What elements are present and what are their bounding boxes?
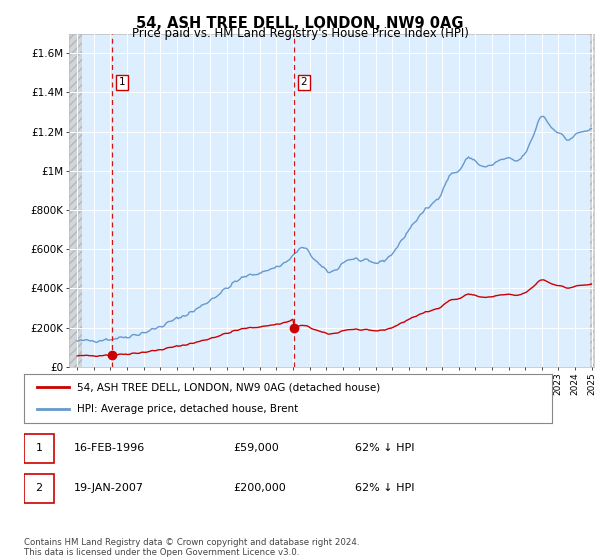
Text: 19-JAN-2007: 19-JAN-2007 [74, 483, 143, 493]
Bar [590, 34, 598, 367]
Text: 2: 2 [35, 483, 43, 493]
Text: £200,000: £200,000 [234, 483, 287, 493]
FancyBboxPatch shape [24, 474, 55, 502]
Text: HPI: Average price, detached house, Brent: HPI: Average price, detached house, Bren… [77, 404, 298, 414]
Text: 62% ↓ HPI: 62% ↓ HPI [355, 443, 415, 453]
Text: 54, ASH TREE DELL, LONDON, NW9 0AG (detached house): 54, ASH TREE DELL, LONDON, NW9 0AG (deta… [77, 382, 380, 393]
Bar [69, 34, 82, 367]
Text: 1: 1 [35, 443, 43, 453]
Text: £59,000: £59,000 [234, 443, 280, 453]
Text: 1: 1 [119, 77, 126, 87]
Text: Price paid vs. HM Land Registry's House Price Index (HPI): Price paid vs. HM Land Registry's House … [131, 27, 469, 40]
Text: Contains HM Land Registry data © Crown copyright and database right 2024.
This d: Contains HM Land Registry data © Crown c… [24, 538, 359, 557]
Text: 62% ↓ HPI: 62% ↓ HPI [355, 483, 415, 493]
Text: 54, ASH TREE DELL, LONDON, NW9 0AG: 54, ASH TREE DELL, LONDON, NW9 0AG [136, 16, 464, 31]
FancyBboxPatch shape [24, 433, 55, 463]
Text: 2: 2 [301, 77, 307, 87]
Text: 16-FEB-1996: 16-FEB-1996 [74, 443, 145, 453]
